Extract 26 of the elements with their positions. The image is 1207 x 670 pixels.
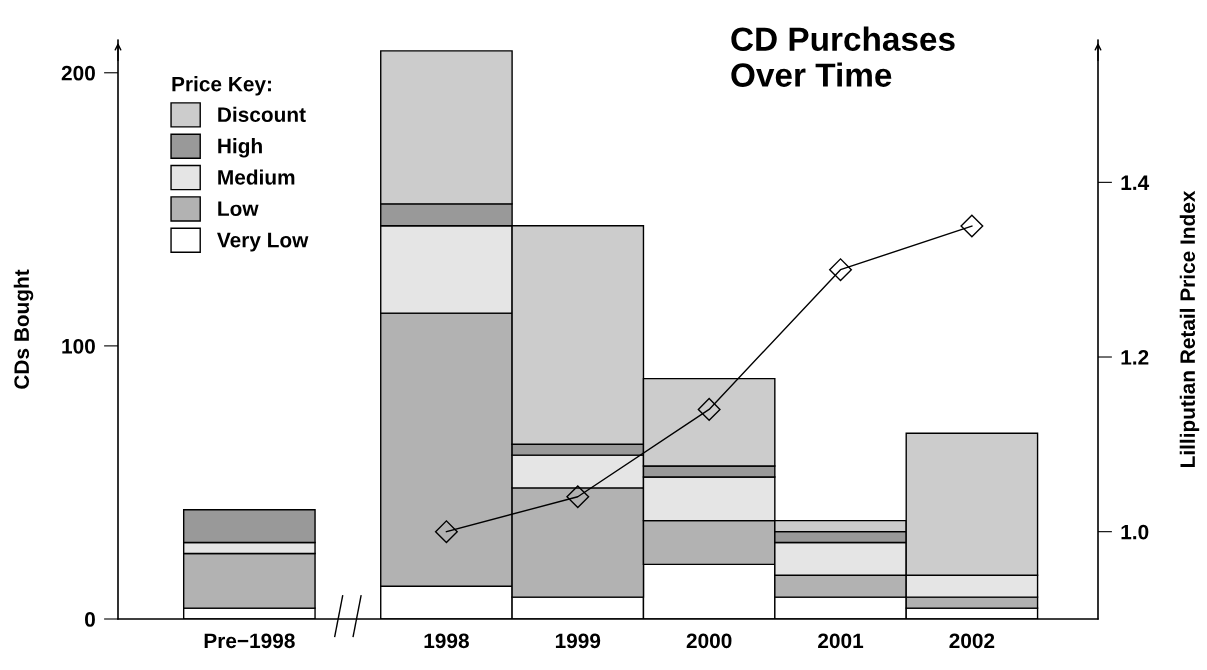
- legend-title: Price Key:: [172, 76, 271, 96]
- point: [829, 258, 853, 282]
- y-axis-title: CDs Bought: [13, 269, 34, 389]
- legend-label: Medium: [218, 169, 295, 185]
- chart-title: CD Purchases Over Time: [731, 26, 955, 87]
- legend-label: Very Low: [217, 232, 309, 252]
- y2-tick-label: 1.2: [1121, 350, 1149, 365]
- x-tick-label: 2001: [818, 633, 864, 649]
- legend-label: High: [218, 138, 262, 158]
- point: [960, 214, 984, 238]
- x-tick-label: 1998: [424, 633, 469, 649]
- point: [697, 397, 721, 421]
- y2-tick-label: 1.0: [1121, 524, 1149, 540]
- x-tick-label: 2002: [949, 633, 995, 649]
- y-tick-label: 200: [61, 65, 95, 81]
- point: [566, 485, 590, 509]
- y2-tick-label: 1.4: [1121, 175, 1150, 190]
- x-tick-label: Pre−1998: [204, 633, 295, 649]
- legend-label: Discount: [218, 106, 306, 122]
- y-tick-label: 0: [85, 612, 95, 627]
- x-tick-label: 1999: [555, 633, 601, 649]
- point: [434, 520, 458, 544]
- legend-label: Low: [218, 201, 259, 217]
- y2-axis-title: Lilliputian Retail Price Index: [1179, 190, 1200, 468]
- x-tick-label: 2000: [686, 633, 732, 649]
- y-tick-label: 100: [62, 338, 95, 354]
